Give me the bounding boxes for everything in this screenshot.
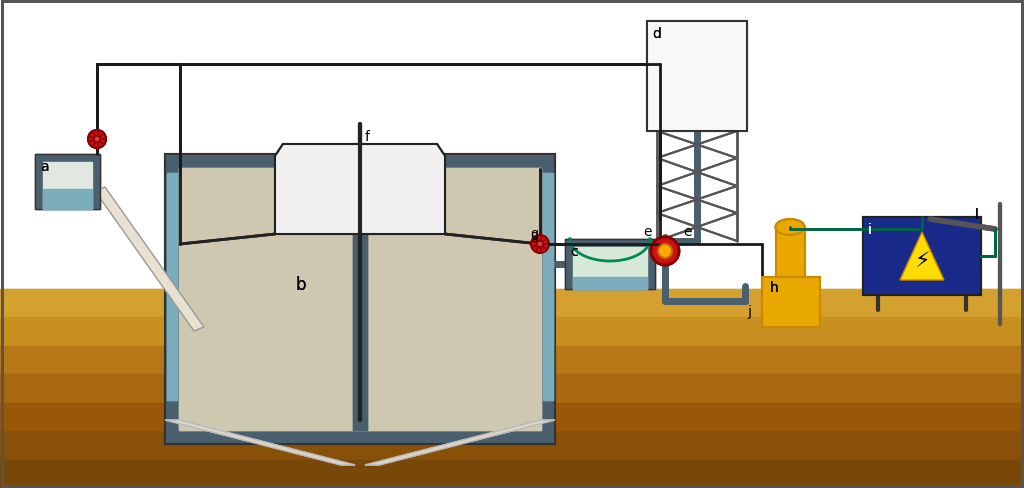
Polygon shape	[0, 431, 1024, 460]
Polygon shape	[0, 346, 1024, 374]
Polygon shape	[762, 278, 820, 327]
Text: c: c	[570, 244, 578, 259]
Polygon shape	[0, 289, 1024, 307]
Text: c: c	[570, 244, 578, 259]
Text: f: f	[365, 130, 370, 143]
Polygon shape	[165, 155, 555, 444]
Text: j: j	[746, 305, 751, 318]
Polygon shape	[573, 278, 647, 289]
Polygon shape	[353, 169, 367, 430]
Polygon shape	[365, 420, 555, 465]
Polygon shape	[43, 163, 92, 209]
Polygon shape	[179, 169, 541, 430]
Text: l: l	[975, 207, 979, 222]
Circle shape	[658, 244, 672, 259]
Text: ⚡: ⚡	[914, 251, 930, 271]
Polygon shape	[0, 460, 1024, 488]
Polygon shape	[0, 289, 1024, 318]
Polygon shape	[165, 155, 555, 444]
Circle shape	[94, 137, 100, 142]
Text: h: h	[770, 281, 778, 294]
Polygon shape	[0, 318, 1024, 346]
Text: g: g	[530, 226, 538, 239]
Text: g: g	[530, 228, 538, 241]
Circle shape	[88, 131, 106, 149]
Polygon shape	[0, 403, 1024, 431]
Bar	[863, 218, 981, 295]
Circle shape	[88, 131, 106, 149]
Text: d: d	[652, 27, 660, 41]
Text: ⚡: ⚡	[914, 251, 930, 271]
Polygon shape	[353, 169, 367, 430]
Bar	[647, 22, 746, 132]
Polygon shape	[565, 240, 655, 289]
Polygon shape	[43, 190, 92, 209]
Text: i: i	[868, 223, 871, 237]
Polygon shape	[365, 420, 555, 465]
Polygon shape	[573, 247, 647, 289]
Polygon shape	[0, 0, 1024, 289]
Circle shape	[537, 242, 543, 247]
Polygon shape	[565, 240, 655, 289]
Polygon shape	[43, 163, 92, 209]
Polygon shape	[165, 420, 355, 465]
Polygon shape	[95, 187, 204, 331]
Polygon shape	[543, 174, 553, 400]
Polygon shape	[776, 227, 805, 278]
Polygon shape	[0, 374, 1024, 403]
Polygon shape	[0, 403, 1024, 431]
Text: a: a	[40, 160, 48, 174]
Polygon shape	[573, 278, 647, 289]
Polygon shape	[0, 460, 1024, 488]
Text: b: b	[295, 275, 305, 293]
Bar	[863, 218, 981, 295]
Polygon shape	[165, 420, 355, 465]
Circle shape	[658, 244, 672, 259]
Text: h: h	[770, 281, 778, 294]
Text: e: e	[683, 224, 691, 239]
Text: i: i	[868, 223, 871, 237]
Polygon shape	[0, 0, 1024, 289]
Text: e: e	[643, 224, 651, 239]
Polygon shape	[0, 431, 1024, 460]
Polygon shape	[35, 155, 100, 209]
Circle shape	[651, 238, 679, 265]
Polygon shape	[0, 346, 1024, 374]
Polygon shape	[167, 174, 177, 400]
Polygon shape	[167, 174, 177, 400]
Text: b: b	[295, 275, 305, 293]
Polygon shape	[0, 289, 1024, 318]
Polygon shape	[275, 145, 445, 235]
Polygon shape	[179, 169, 541, 430]
Polygon shape	[776, 227, 805, 278]
Polygon shape	[900, 232, 944, 281]
Bar	[647, 22, 746, 132]
Polygon shape	[35, 155, 100, 209]
Ellipse shape	[775, 220, 805, 236]
Ellipse shape	[775, 220, 805, 236]
Circle shape	[94, 137, 100, 142]
Circle shape	[531, 236, 549, 253]
Text: a: a	[40, 160, 48, 174]
Polygon shape	[0, 289, 1024, 309]
Circle shape	[651, 238, 679, 265]
Polygon shape	[0, 318, 1024, 346]
Polygon shape	[0, 374, 1024, 403]
Text: d: d	[652, 27, 660, 41]
Polygon shape	[573, 247, 647, 289]
Polygon shape	[543, 174, 553, 400]
Polygon shape	[275, 145, 445, 235]
Polygon shape	[43, 190, 92, 209]
Polygon shape	[900, 232, 944, 281]
Text: l: l	[975, 207, 979, 222]
Polygon shape	[762, 278, 820, 327]
